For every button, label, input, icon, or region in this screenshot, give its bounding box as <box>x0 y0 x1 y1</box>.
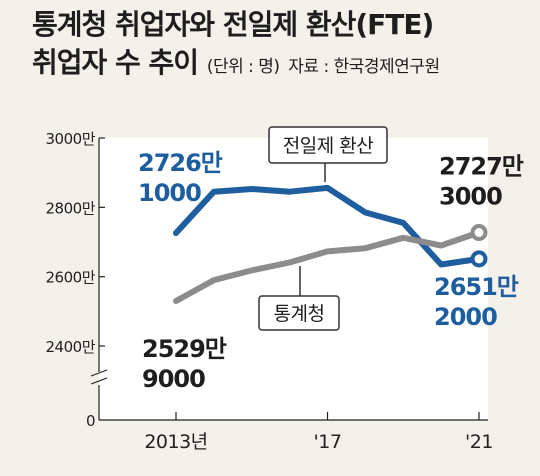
y-tick-label: 2400만 <box>46 338 96 356</box>
y-tick-label: 0 <box>86 412 95 430</box>
series-end-marker-1 <box>470 224 488 242</box>
series-layer <box>173 184 488 304</box>
data-label-line2: 9000 <box>142 365 205 393</box>
plot-area <box>99 138 488 420</box>
series-line-0 <box>173 184 482 268</box>
y-tick-label: 2800만 <box>46 199 96 217</box>
axes: 3000만 2800만 2600만 2400만 0 2013년 '17 '21 <box>46 130 494 453</box>
data-label-line1: 2651만 <box>434 273 519 301</box>
source-note: 자료 : 한국경제연구원 <box>288 57 440 77</box>
series-end-marker-0 <box>470 250 488 268</box>
data-label-line1: 2726만 <box>138 149 223 177</box>
legend-callout-label: 전일제 환산 <box>283 135 373 157</box>
y-tick-label: 2600만 <box>46 269 96 287</box>
x-tick-label: '21 <box>465 431 493 453</box>
data-label-line2: 3000 <box>439 183 502 211</box>
chart-title: 통계청 취업자와 전일제 환산(FTE) 취업자 수 추이 (단위 : 명) 자… <box>32 6 440 86</box>
data-label-line1: 2727만 <box>439 153 524 181</box>
legend-callout-box <box>268 126 388 164</box>
y-tick-label: 3000만 <box>46 130 96 148</box>
title-line-2-text: 취업자 수 추이 <box>32 46 199 79</box>
data-label-line2: 1000 <box>138 179 201 207</box>
data-label-line1: 2529만 <box>142 335 227 363</box>
legend-callout-label: 통계청 <box>274 303 325 325</box>
x-tick-label: 2013년 <box>144 431 207 453</box>
unit-note: (단위 : 명) <box>206 57 280 77</box>
legend-callout-box <box>258 295 340 331</box>
title-line-1: 통계청 취업자와 전일제 환산(FTE) <box>32 8 434 41</box>
x-tick-label: '17 <box>314 431 342 453</box>
title-line-2: 취업자 수 추이 (단위 : 명) 자료 : 한국경제연구원 <box>32 44 440 86</box>
data-label-line2: 2000 <box>434 303 497 331</box>
series-line-1 <box>173 229 482 304</box>
y-axis-break-mark <box>90 369 108 385</box>
